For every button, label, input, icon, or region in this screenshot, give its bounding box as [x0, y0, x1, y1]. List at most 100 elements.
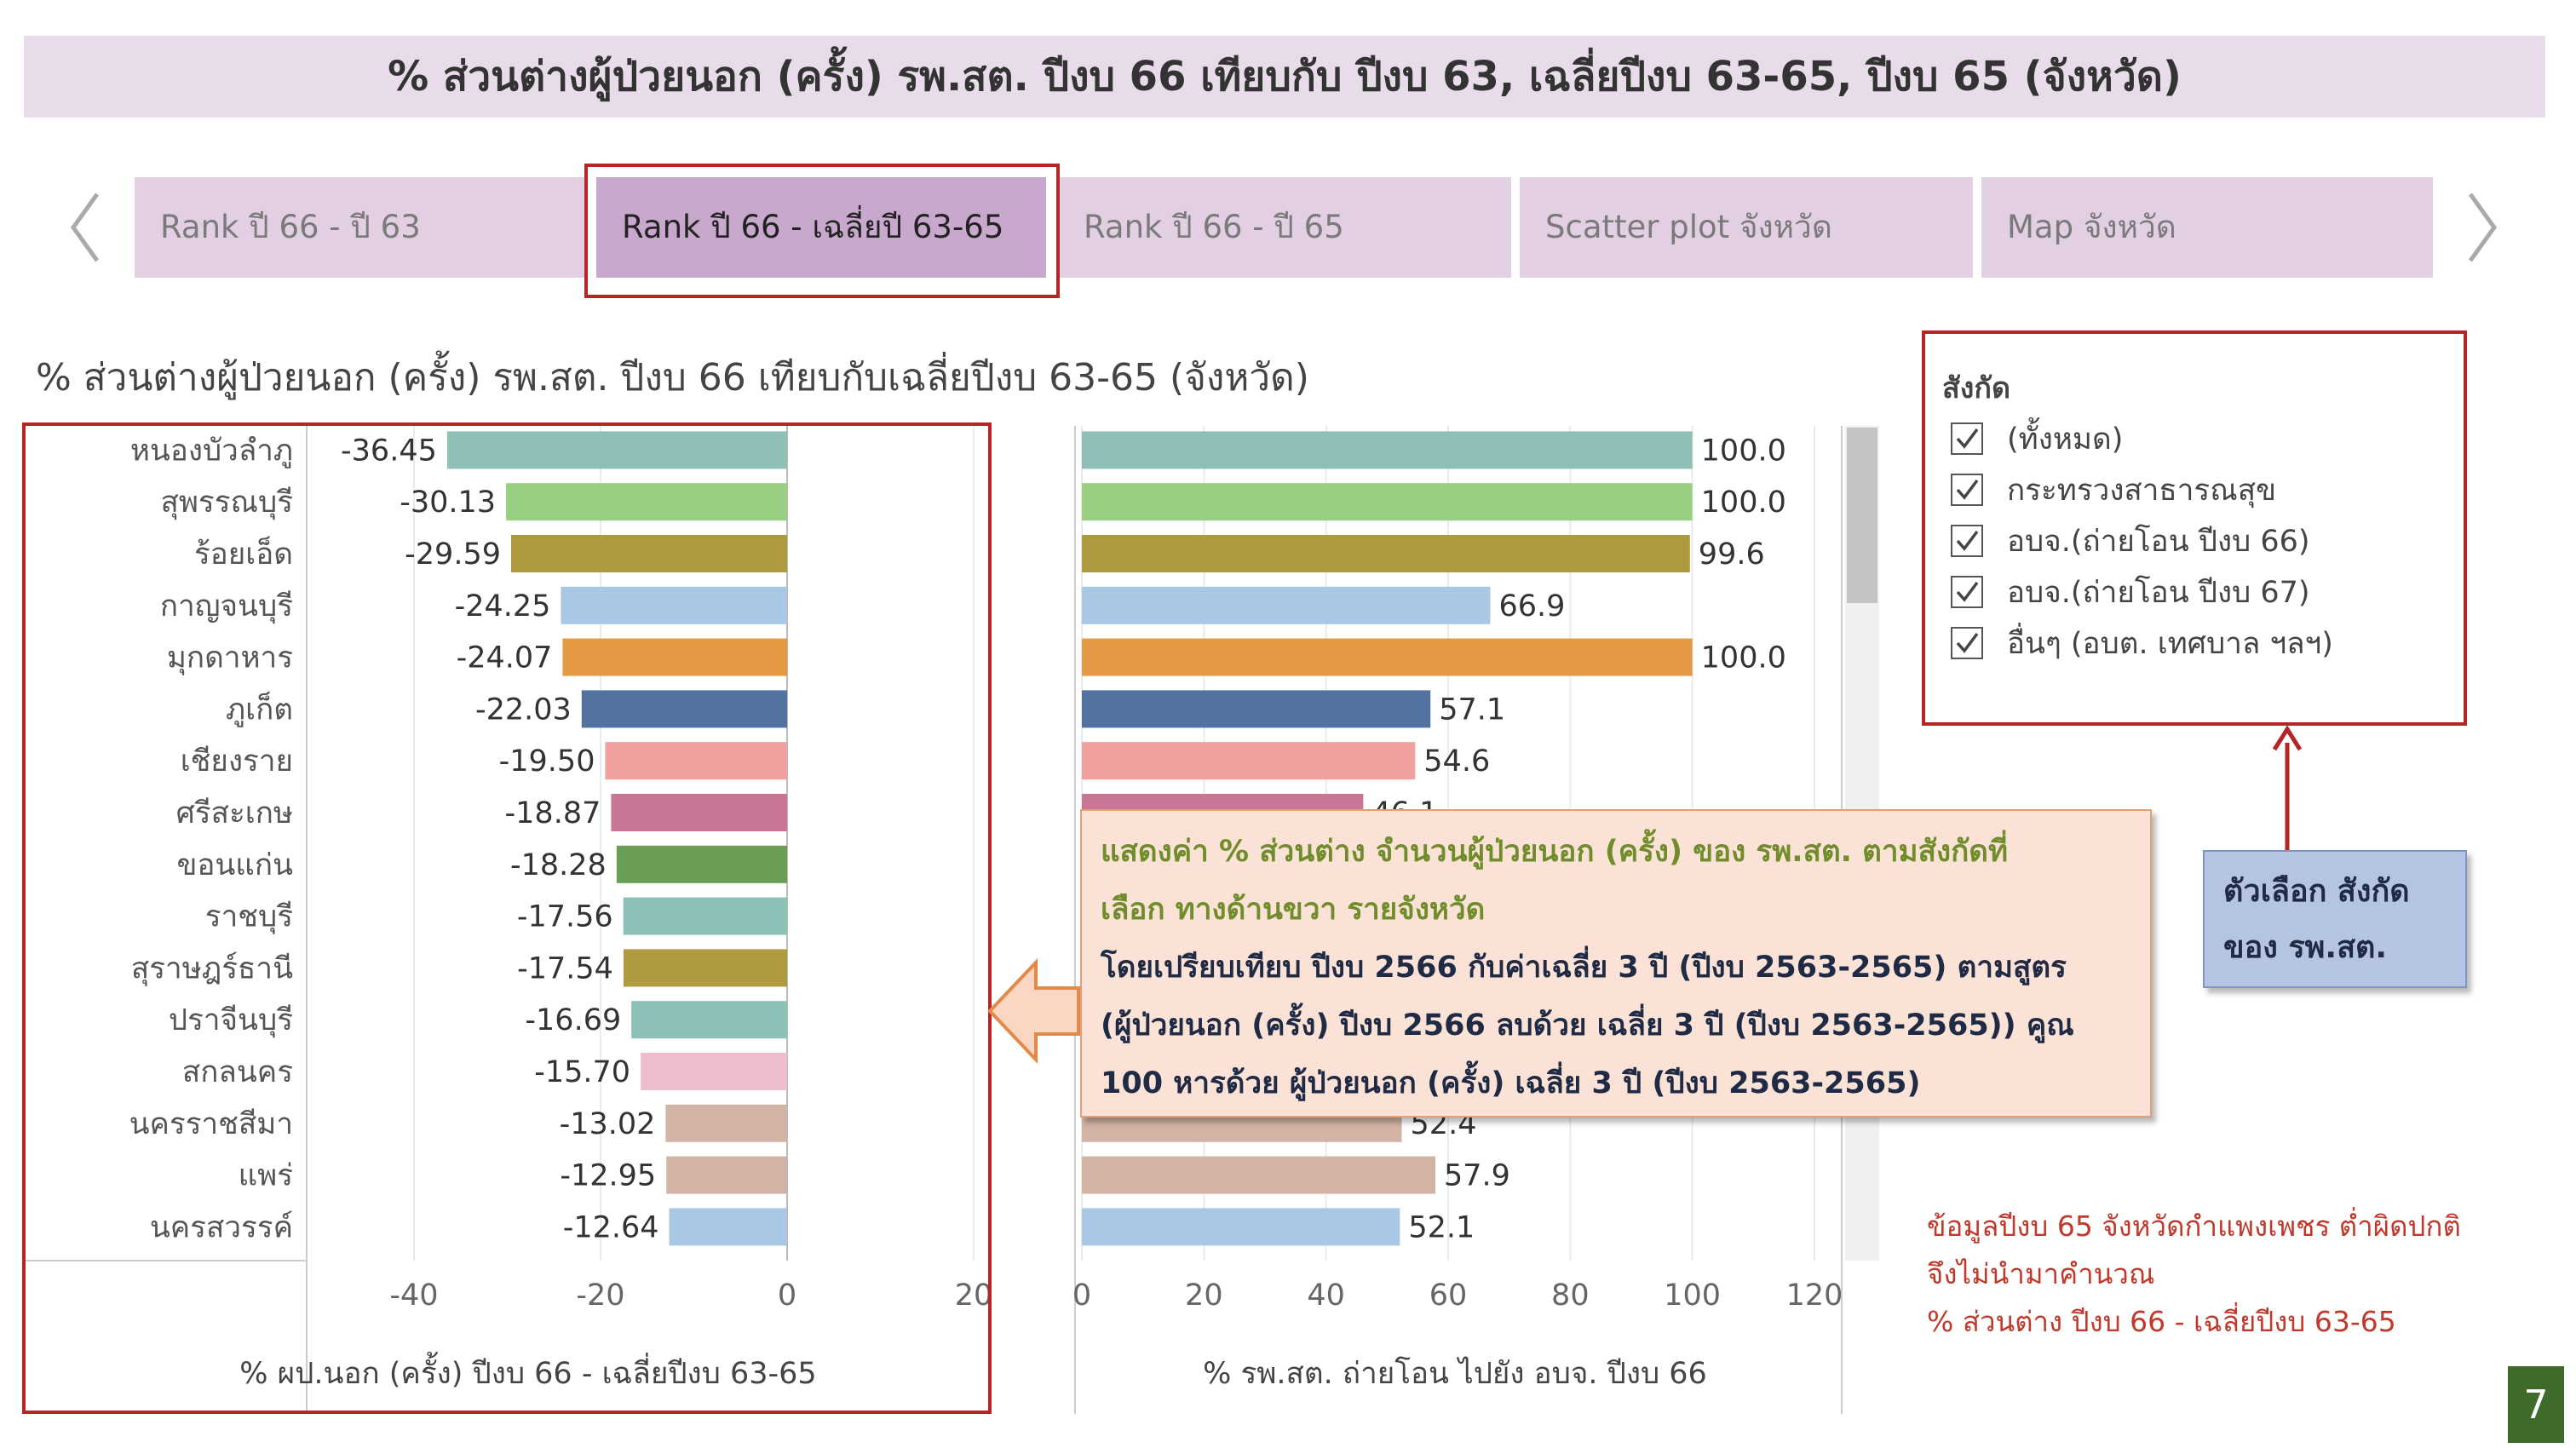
- left-bar: [605, 742, 787, 780]
- left-bar-value-label: -16.69: [525, 1003, 621, 1037]
- left-bar-value-label: -22.03: [475, 692, 572, 727]
- right-bar-value-label: 100.0: [1701, 486, 1786, 520]
- left-bar-value-label: -24.25: [455, 589, 551, 623]
- left-bar-value-label: -15.70: [534, 1055, 630, 1089]
- left-bar-value-label: -24.07: [457, 641, 553, 675]
- callout-line-1: แสดงค่า % ส่วนต่าง จำนวนผู้ป่วยนอก (ครั้…: [1101, 835, 2009, 869]
- left-arrow-icon: [987, 957, 1080, 1065]
- callout-line-5: 100 หารด้วย ผู้ป่วยนอก (ครั้ง) เฉลี่ย 3 …: [1101, 1066, 1921, 1100]
- right-bar: [1082, 431, 1693, 469]
- right-bar-value-label: 57.1: [1439, 692, 1505, 727]
- province-label: สุพรรณบุรี: [160, 486, 293, 520]
- data-note: ข้อมูลปีงบ 65 จังหวัดกำแพงเพชร ต่ำผิดปกต…: [1927, 1203, 2540, 1346]
- tab-rank-66-63[interactable]: Rank ปี 66 - ปี 63: [135, 177, 584, 278]
- callout-line-4: (ผู้ป่วยนอก (ครั้ง) ปีงบ 2566 ลบด้วย เฉล…: [1101, 1008, 2074, 1043]
- chevron-left-icon[interactable]: [68, 189, 102, 266]
- left-bar-value-label: -17.54: [517, 951, 613, 985]
- province-label: มุกดาหาร: [167, 641, 293, 675]
- right-bar: [1082, 742, 1416, 780]
- left-bar: [665, 1104, 787, 1142]
- tab-scatter-plot[interactable]: Scatter plot จังหวัด: [1520, 177, 1973, 278]
- right-x-tick-label: 80: [1551, 1278, 1590, 1313]
- left-bar: [669, 1208, 787, 1246]
- checkbox-checked-icon[interactable]: [1951, 422, 1983, 455]
- checkbox-checked-icon[interactable]: [1951, 525, 1983, 557]
- left-x-tick-label: 0: [778, 1278, 796, 1313]
- filter-item-label: (ทั้งหมด): [2007, 422, 2124, 457]
- province-label: ขอนแก่น: [176, 848, 293, 882]
- province-label: ร้อยเอ็ด: [194, 536, 293, 572]
- left-chart-x-axis-label: % ผป.นอก (ครั้ง) ปีงบ 66 - เฉลี่ยปีงบ 63…: [239, 1351, 816, 1391]
- filter-item-label: อบจ.(ถ่ายโอน ปีงบ 67): [2007, 576, 2310, 610]
- province-label: นครสวรรค์: [150, 1210, 293, 1244]
- left-bar-value-label: -17.56: [517, 900, 613, 934]
- province-label: ภูเก็ต: [226, 691, 293, 727]
- right-bar-value-label: 66.9: [1498, 589, 1565, 623]
- left-bar: [562, 638, 787, 676]
- right-x-tick-label: 20: [1185, 1278, 1223, 1313]
- right-bar: [1082, 638, 1693, 676]
- right-bar-value-label: 54.6: [1423, 744, 1490, 779]
- right-bar-value-label: 57.9: [1444, 1159, 1510, 1193]
- right-bar-value-label: 52.1: [1408, 1210, 1475, 1244]
- left-bar: [623, 897, 787, 935]
- left-bar-value-label: -19.50: [499, 744, 595, 779]
- right-bar: [1082, 1208, 1400, 1246]
- left-bar-value-label: -36.45: [341, 434, 437, 468]
- left-bar: [510, 535, 787, 572]
- filter-note-line-2: ของ รพ.สต.: [2223, 930, 2388, 965]
- right-bar-value-label: 100.0: [1701, 434, 1786, 468]
- left-bar-value-label: -18.87: [505, 796, 601, 830]
- province-label: แพร่: [239, 1159, 293, 1193]
- right-chart-x-axis-label: % รพ.สต. ถ่ายโอน ไปยัง อบจ. ปีงบ 66: [1203, 1356, 1707, 1391]
- left-bar-value-label: -12.95: [560, 1159, 656, 1193]
- checkbox-checked-icon[interactable]: [1951, 627, 1983, 659]
- left-bar: [666, 1156, 787, 1194]
- province-label: ปราจีนบุรี: [169, 1003, 293, 1037]
- province-label: ราชบุรี: [205, 900, 293, 934]
- left-bar-value-label: -18.28: [510, 848, 607, 882]
- right-bar-value-label: 99.6: [1699, 537, 1765, 572]
- right-bar-value-label: 100.0: [1701, 641, 1786, 675]
- left-bar: [631, 1001, 787, 1039]
- left-x-tick-label: -20: [576, 1278, 624, 1313]
- filter-item-label: อบจ.(ถ่ายโอน ปีงบ 66): [2007, 525, 2310, 559]
- left-bar: [506, 483, 787, 521]
- left-bar-value-label: -12.64: [563, 1210, 659, 1244]
- page-number: 7: [2508, 1366, 2564, 1443]
- filter-title: สังกัด: [1942, 371, 2011, 405]
- province-label: สุราษฎร์ธานี: [131, 951, 293, 985]
- explanation-callout: แสดงค่า % ส่วนต่าง จำนวนผู้ป่วยนอก (ครั้…: [1080, 809, 2152, 1118]
- right-x-tick-label: 0: [1072, 1278, 1091, 1313]
- checkbox-checked-icon[interactable]: [1951, 474, 1983, 506]
- filter-note-line-1: ตัวเลือก สังกัด: [2223, 874, 2410, 909]
- callout-line-3: โดยเปรียบเทียบ ปีงบ 2566 กับค่าเฉลี่ย 3 …: [1101, 951, 2067, 985]
- left-bar: [561, 586, 787, 624]
- right-bar: [1082, 690, 1431, 728]
- filter-item-label: อื่นๆ (อบต. เทศบาล ฯลฯ): [2007, 627, 2333, 661]
- left-bar: [623, 949, 787, 987]
- up-arrow-icon: [2272, 726, 2303, 850]
- right-x-tick-label: 60: [1429, 1278, 1468, 1313]
- province-label: นครราชสีมา: [129, 1107, 293, 1141]
- left-bar: [641, 1053, 787, 1090]
- sheet-title: % ส่วนต่างผู้ป่วยนอก (ครั้ง) รพ.สต. ปีงบ…: [36, 356, 1309, 399]
- chevron-right-icon[interactable]: [2465, 189, 2499, 266]
- title-banner: % ส่วนต่างผู้ป่วยนอก (ครั้ง) รพ.สต. ปีงบ…: [24, 36, 2545, 118]
- right-bar: [1082, 586, 1491, 624]
- province-label: เชียงราย: [181, 744, 293, 779]
- checkbox-checked-icon[interactable]: [1951, 576, 1983, 608]
- tab-rank-66-avg-63-65[interactable]: Rank ปี 66 - เฉลี่ยปี 63-65: [596, 177, 1046, 278]
- left-bar: [446, 431, 787, 469]
- province-label: ศรีสะเกษ: [176, 796, 293, 830]
- tab-rank-66-65[interactable]: Rank ปี 66 - ปี 65: [1058, 177, 1511, 278]
- data-note-line-1: ข้อมูลปีงบ 65 จังหวัดกำแพงเพชร ต่ำผิดปกต…: [1927, 1210, 2461, 1243]
- tab-map[interactable]: Map จังหวัด: [1981, 177, 2433, 278]
- left-bar: [616, 845, 787, 883]
- left-x-tick-label: -40: [389, 1278, 438, 1313]
- active-tab-highlight: [584, 164, 1060, 298]
- right-bar: [1082, 483, 1693, 521]
- filter-note: ตัวเลือก สังกัด ของ รพ.สต.: [2203, 850, 2467, 988]
- right-bar: [1082, 1156, 1435, 1194]
